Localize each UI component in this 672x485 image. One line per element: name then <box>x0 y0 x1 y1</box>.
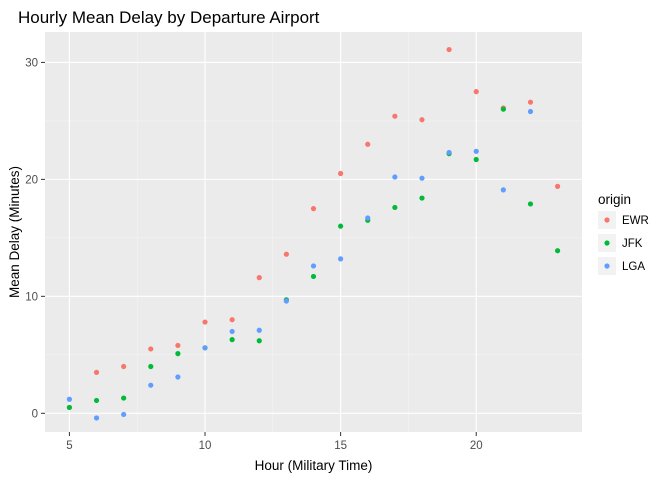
data-point-lga <box>500 187 506 193</box>
data-point-jfk <box>392 204 398 211</box>
data-point-lga <box>527 108 534 115</box>
data-point-lga <box>338 256 344 262</box>
minor-gridlines <box>45 32 582 432</box>
legend-label-lga: LGA <box>622 261 645 273</box>
data-point-ewr <box>148 346 154 352</box>
data-point-lga <box>446 149 452 156</box>
data-point-jfk <box>66 404 73 411</box>
data-point-ewr <box>446 46 452 53</box>
data-point-lga <box>121 411 127 418</box>
data-point-jfk <box>338 223 344 229</box>
x-tick-label: 15 <box>334 440 347 452</box>
chart-title: Hourly Mean Delay by Departure Airport <box>18 8 320 27</box>
data-point-jfk <box>121 395 127 401</box>
data-point-ewr <box>229 317 235 323</box>
data-point-lga <box>283 298 289 304</box>
data-point-lga <box>310 263 317 269</box>
x-tick-label: 20 <box>470 440 483 452</box>
data-point-lga <box>202 345 208 351</box>
x-axis-ticks: 5 10 15 20 <box>66 432 483 452</box>
y-axis-ticks: 0 10 20 30 <box>25 57 45 420</box>
data-point-lga <box>256 327 262 333</box>
data-point-ewr <box>419 117 425 123</box>
data-point-ewr <box>121 363 127 370</box>
data-point-lga <box>419 175 425 181</box>
data-point-ewr <box>202 319 208 325</box>
data-point-jfk <box>527 201 534 207</box>
legend-marker-ewr <box>604 217 610 223</box>
data-point-jfk <box>473 156 479 163</box>
data-point-jfk <box>500 106 506 112</box>
data-point-lga <box>66 396 73 402</box>
data-point-ewr <box>527 99 534 105</box>
data-point-lga <box>175 374 181 380</box>
major-gridlines <box>45 32 582 432</box>
data-point-lga <box>148 382 154 388</box>
data-point-ewr <box>365 141 371 147</box>
y-tick-label: 30 <box>25 57 38 69</box>
data-point-lga <box>229 328 235 335</box>
data-point-ewr <box>554 183 561 189</box>
y-tick-label: 10 <box>25 291 38 303</box>
legend-marker-lga <box>604 263 610 269</box>
data-point-ewr <box>256 275 262 281</box>
y-axis-title: Mean Delay (Minutes) <box>7 166 22 298</box>
x-tick-label: 5 <box>66 440 72 452</box>
data-point-jfk <box>310 273 317 280</box>
legend-title: origin <box>598 192 631 207</box>
data-point-jfk <box>256 338 262 344</box>
legend-label-jfk: JFK <box>622 238 643 250</box>
y-tick-label: 0 <box>32 408 38 420</box>
data-point-jfk <box>93 397 100 404</box>
data-point-jfk <box>229 337 235 343</box>
y-tick-label: 20 <box>25 174 38 186</box>
data-point-lga <box>473 148 479 154</box>
data-point-ewr <box>283 251 289 257</box>
data-points <box>66 46 561 421</box>
plot-panel <box>45 32 582 432</box>
data-point-lga <box>392 174 398 180</box>
data-point-ewr <box>473 89 479 95</box>
data-point-ewr <box>310 206 317 212</box>
data-point-jfk <box>175 351 181 357</box>
data-point-jfk <box>148 363 154 370</box>
data-point-jfk <box>554 248 561 254</box>
x-axis-title: Hour (Military Time) <box>255 458 373 473</box>
data-point-ewr <box>338 170 344 177</box>
data-point-lga <box>365 215 371 221</box>
data-point-ewr <box>392 113 398 119</box>
legend-marker-jfk <box>604 240 610 246</box>
x-tick-label: 10 <box>199 440 212 452</box>
legend-items: EWR JFK LGA <box>598 211 649 275</box>
data-point-jfk <box>419 195 425 201</box>
data-point-lga <box>93 415 100 421</box>
legend: origin EWR JFK LGA <box>598 192 649 275</box>
data-point-ewr <box>93 369 100 375</box>
data-point-ewr <box>175 342 181 349</box>
legend-label-ewr: EWR <box>622 215 649 227</box>
